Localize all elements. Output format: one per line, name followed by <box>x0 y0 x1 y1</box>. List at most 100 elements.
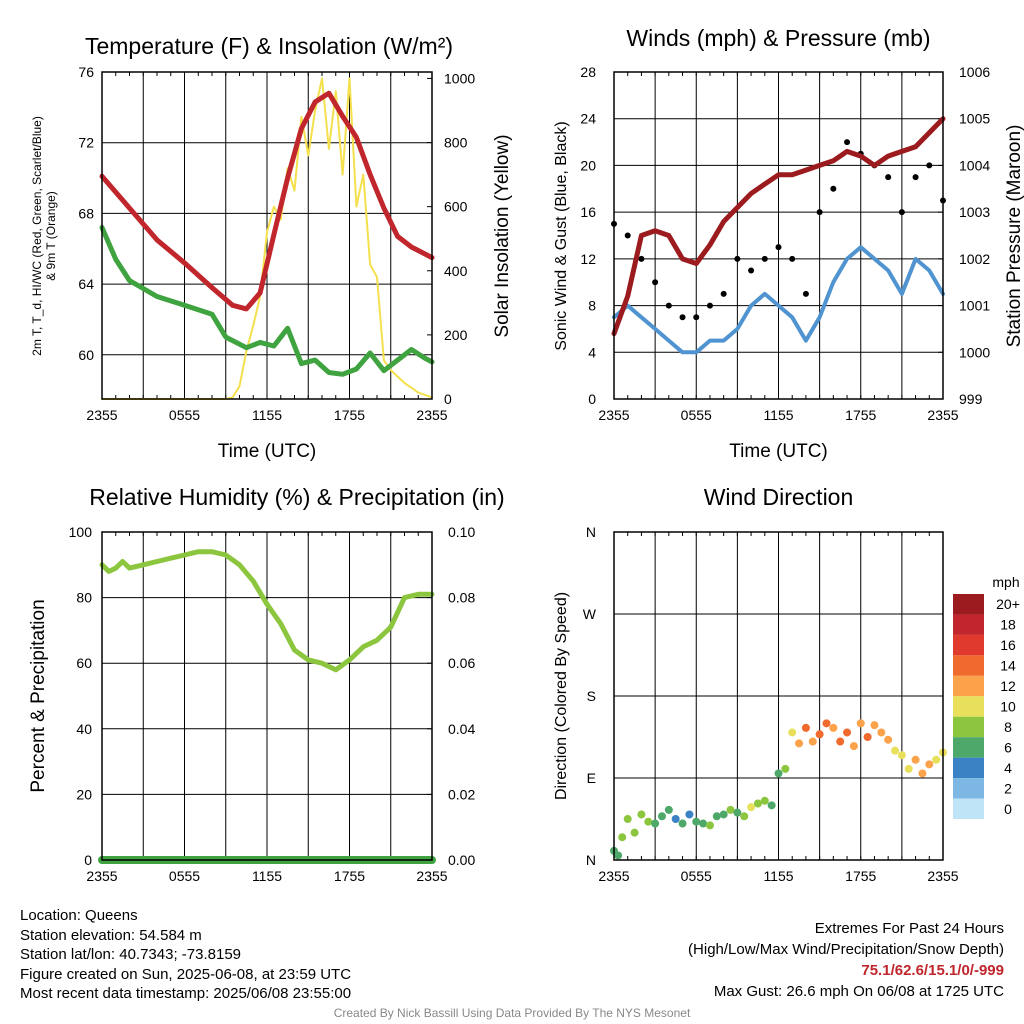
direction-point <box>795 739 804 748</box>
x-tick-label: 2355 <box>598 407 629 423</box>
y-tick-label: 20 <box>76 786 92 802</box>
colorbar-swatch <box>953 634 984 656</box>
direction-point <box>815 730 824 739</box>
y2-tick-label: 800 <box>444 135 468 151</box>
direction-point <box>932 755 941 764</box>
series-line-relative-humidity <box>99 549 435 673</box>
direction-point <box>863 733 872 741</box>
direction-point <box>747 803 756 812</box>
gust-point <box>844 139 851 146</box>
colorbar-label: 6 <box>1004 739 1012 755</box>
direction-point <box>884 735 893 744</box>
colorbar-swatch <box>953 778 984 799</box>
colorbar-label: 20+ <box>996 596 1020 612</box>
series-line-2m-td <box>99 225 435 377</box>
colorbar-label: 0 <box>1004 801 1012 817</box>
gust-point <box>624 232 631 239</box>
direction-point <box>781 764 790 773</box>
colorbar-unit: mph <box>992 574 1019 590</box>
y-tick-label: 0 <box>588 391 596 407</box>
series-line-sonic-wind <box>612 245 945 355</box>
location-text: Location: Queens <box>20 907 138 924</box>
series-line-solar-insolation <box>101 77 433 400</box>
x-tick-label: 2355 <box>927 407 958 423</box>
direction-point <box>712 812 721 821</box>
x-tick-label: 1155 <box>763 407 793 423</box>
chart-title-temperature: Temperature (F) & Insolation (W/m²) <box>85 33 453 59</box>
direction-point <box>637 810 646 819</box>
direction-point <box>801 723 810 732</box>
series-line-2m-t <box>99 90 435 312</box>
colorbar-label: 8 <box>1004 719 1012 735</box>
y-tick-label: 68 <box>78 205 94 221</box>
y2-tick-label: 1002 <box>959 251 990 267</box>
y-tick-label: 16 <box>580 204 596 220</box>
direction-point <box>822 719 831 728</box>
created-text: Figure created on Sun, 2025-06-08, at 23… <box>20 965 352 983</box>
direction-point <box>651 819 660 828</box>
colorbar-swatch <box>953 655 984 676</box>
y-axis-label-right: Solar Insolation (Yellow) <box>492 134 513 337</box>
gust-point <box>775 244 782 251</box>
chart-title-winds: Winds (mph) & Pressure (mb) <box>626 25 930 51</box>
y-tick-label: E <box>587 770 596 786</box>
direction-point <box>870 721 879 730</box>
x-tick-label: 0555 <box>681 407 712 423</box>
gust-point <box>912 174 919 181</box>
panel-wind <box>613 72 944 399</box>
direction-point <box>726 805 735 814</box>
y-axis-label-left: Percent & Precipitation <box>28 599 49 792</box>
extremes-subtitle: (High/Low/Max Wind/Precipitation/Snow De… <box>688 941 1004 958</box>
direction-point <box>788 728 797 737</box>
y-tick-label: S <box>587 688 596 704</box>
direction-point <box>623 815 632 823</box>
gust-point <box>706 302 713 309</box>
direction-point <box>774 769 783 778</box>
y-tick-label: 24 <box>580 111 596 127</box>
gust-point <box>802 290 809 297</box>
y2-tick-label: 0.04 <box>448 721 475 737</box>
direction-point <box>644 817 653 826</box>
y-axis-label-left-line2: & 9m T (Orange) <box>44 191 58 281</box>
chart-title-humidity: Relative Humidity (%) & Precipitation (i… <box>89 484 504 510</box>
colorbar-swatch <box>953 696 984 717</box>
y2-tick-label: 1003 <box>959 204 990 220</box>
plot-border <box>613 531 944 861</box>
direction-point <box>836 737 845 746</box>
y2-tick-label: 0.00 <box>448 852 475 868</box>
y-tick-label: W <box>583 606 597 622</box>
direction-point <box>911 755 920 764</box>
y-tick-label: 8 <box>588 298 596 314</box>
y2-tick-label: 1006 <box>959 64 990 80</box>
gust-point <box>926 162 933 169</box>
y2-tick-label: 0.08 <box>448 590 475 606</box>
colorbar-label: 2 <box>1004 780 1012 796</box>
colorbar-label: 14 <box>1000 658 1016 674</box>
colorbar-swatch <box>953 675 984 697</box>
extremes-title: Extremes For Past 24 Hours <box>814 920 1004 937</box>
y-tick-label: 64 <box>78 276 94 292</box>
y2-tick-label: 1001 <box>959 298 990 314</box>
gust-point <box>679 314 686 321</box>
gust-point <box>652 279 659 286</box>
direction-point <box>671 815 680 823</box>
y2-tick-label: 1000 <box>959 344 990 360</box>
y-tick-label: 60 <box>78 347 94 363</box>
y-tick-label: N <box>586 852 596 868</box>
y2-tick-label: 999 <box>959 391 983 407</box>
gust-point <box>748 267 755 274</box>
colorbar-swatch <box>953 757 984 779</box>
plot-border <box>613 71 944 400</box>
direction-point <box>897 751 906 760</box>
y2-tick-label: 1005 <box>959 111 990 127</box>
y-tick-label: 40 <box>76 721 92 737</box>
direction-point <box>740 812 749 821</box>
x-tick-label: 1755 <box>334 868 365 884</box>
x-tick-label: 2355 <box>86 868 117 884</box>
x-tick-label: 0555 <box>169 868 200 884</box>
direction-point <box>904 764 913 773</box>
colorbar-label: 10 <box>1000 699 1016 715</box>
plot-border <box>101 71 433 400</box>
gust-point <box>665 302 672 309</box>
y-tick-label: 100 <box>69 524 93 540</box>
